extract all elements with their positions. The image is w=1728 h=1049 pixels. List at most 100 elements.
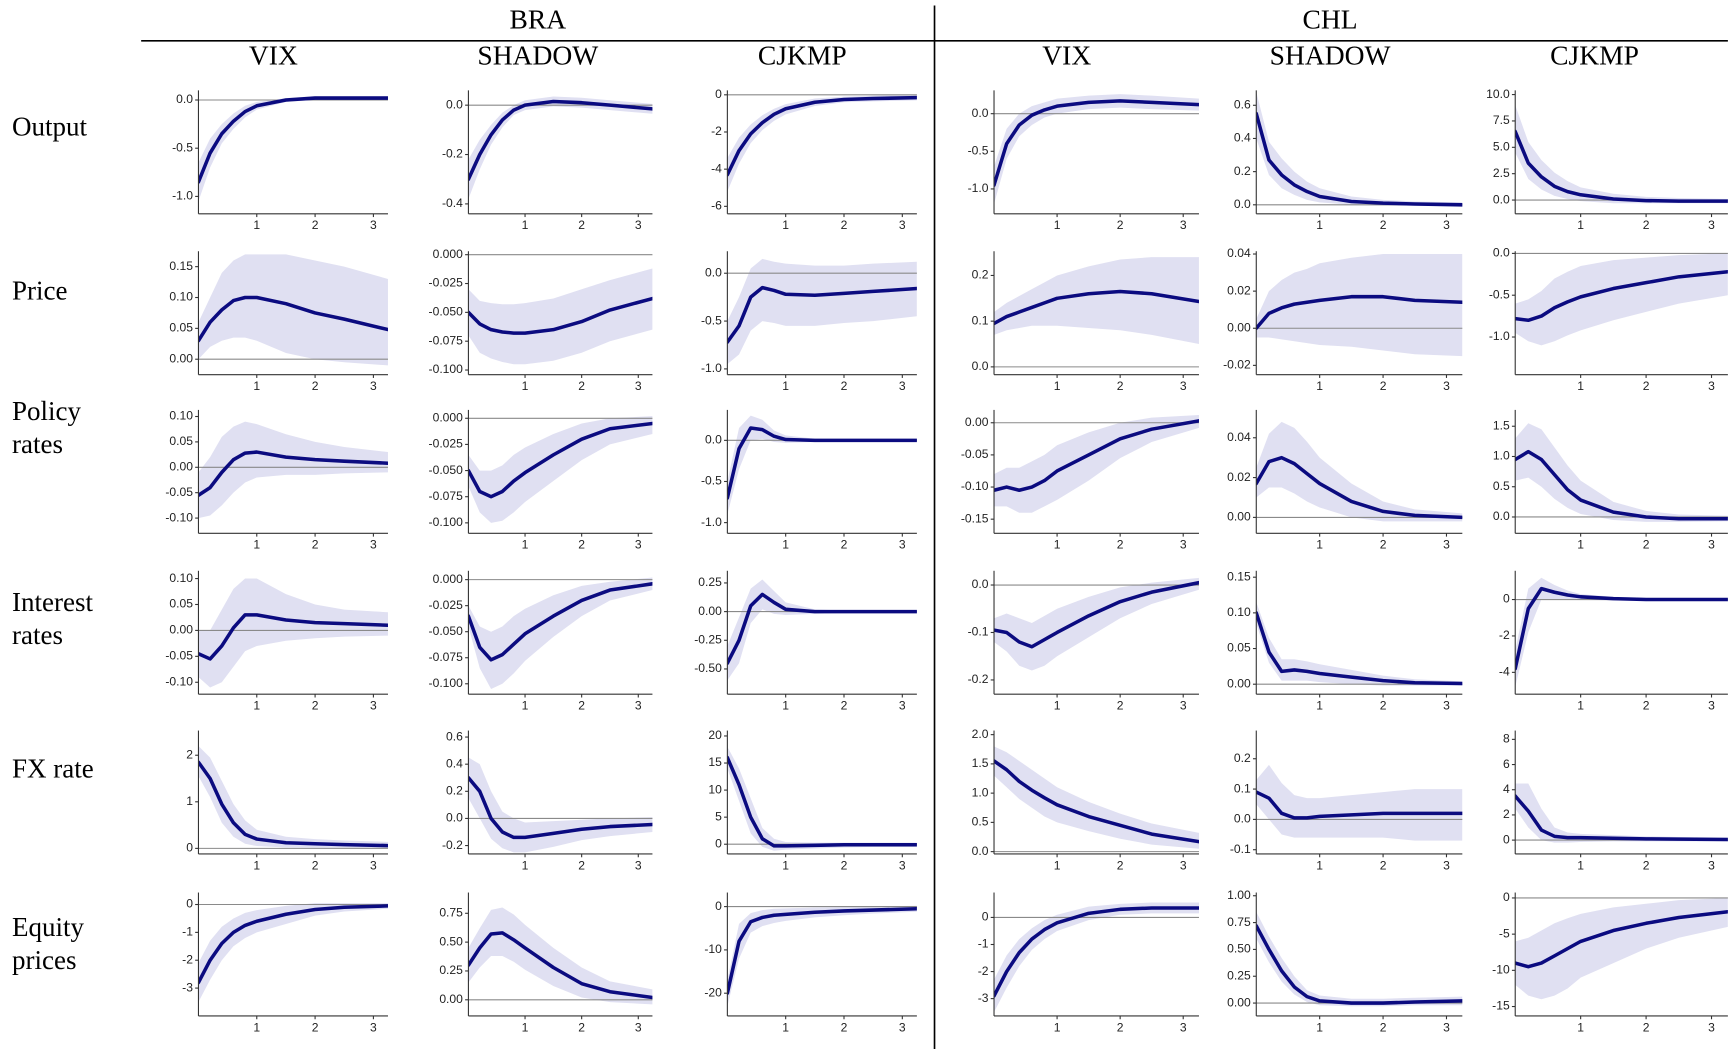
y-tick-label: 1.5	[1493, 418, 1510, 432]
y-tick-label: 0.0	[972, 359, 989, 373]
y-tick-label: 0.15	[1227, 569, 1251, 583]
x-tick-label: 3	[370, 1020, 377, 1034]
panel: 0.000 -0.025 -0.050 -0.075 -0.100 1 2 3	[429, 570, 653, 713]
irf-line	[468, 421, 653, 499]
x-tick-label: 1	[1577, 699, 1584, 713]
confidence-band	[198, 578, 388, 688]
x-tick-label: 2	[1117, 218, 1124, 232]
x-tick-label: 3	[635, 1020, 642, 1034]
panel: 0 -2 -4 -6 1 2 3	[711, 87, 917, 232]
shock-label: CJKMP	[1550, 40, 1639, 71]
y-tick-label: 0.0	[705, 265, 722, 279]
y-tick-label: 0.0	[1493, 509, 1510, 523]
y-tick-label: 0.50	[1227, 942, 1251, 956]
x-tick-label: 2	[1643, 1020, 1650, 1034]
x-tick-label: 3	[1708, 379, 1715, 393]
y-tick-label: -0.25	[694, 632, 722, 646]
y-tick-label: -1	[182, 925, 193, 939]
panel: 8 6 4 2 0 1 2 3	[1503, 730, 1728, 872]
y-tick-label: 0.5	[972, 815, 989, 829]
y-tick-label: 0.04	[1227, 430, 1251, 444]
y-tick-label: -2	[711, 124, 722, 138]
y-tick-label: -1.0	[968, 181, 989, 195]
y-tick-label: -1.0	[1489, 329, 1510, 343]
y-tick-label: -1	[978, 937, 989, 951]
irf-line	[468, 931, 653, 1000]
y-tick-label: 2.0	[972, 727, 989, 741]
x-tick-label: 2	[1117, 538, 1124, 552]
x-tick-label: 1	[253, 699, 260, 713]
confidence-band	[1515, 105, 1728, 204]
y-tick-label: -0.025	[429, 598, 464, 612]
irf-line	[1256, 294, 1463, 331]
confidence-band	[468, 96, 653, 199]
x-tick-label: 3	[370, 379, 377, 393]
irf-line	[198, 96, 388, 184]
y-tick-label: -0.1	[1230, 842, 1251, 856]
panel: 0.25 0.00 -0.25 -0.50 1 2 3	[694, 570, 917, 713]
y-tick-label: -0.05	[165, 485, 193, 499]
y-tick-label: -0.100	[429, 362, 464, 376]
y-tick-label: 2	[1503, 807, 1510, 821]
y-tick-label: 0	[982, 910, 989, 924]
y-tick-label: 0.000	[433, 572, 464, 586]
x-tick-label: 1	[1054, 538, 1061, 552]
irf-line	[468, 296, 653, 335]
x-tick-label: 3	[635, 699, 642, 713]
y-tick-label: 4	[1503, 782, 1510, 796]
x-tick-label: 2	[1380, 538, 1387, 552]
y-tick-label: 7.5	[1493, 113, 1510, 127]
irf-line	[994, 289, 1199, 326]
y-tick-label: -0.050	[429, 305, 464, 319]
panel: 0.00 -0.05 -0.10 -0.15 1 2 3	[961, 409, 1199, 552]
confidence-band	[1515, 897, 1728, 1000]
y-tick-label: 0.75	[439, 905, 463, 919]
irf-line	[1256, 611, 1463, 686]
y-tick-label: 0.0	[972, 106, 989, 120]
panel: 1.00 0.75 0.50 0.25 0.00 1 2 3	[1227, 888, 1463, 1034]
shock-label: VIX	[249, 40, 298, 71]
y-tick-label: -0.2	[968, 672, 989, 686]
x-tick-label: 1	[782, 379, 789, 393]
y-tick-label: -0.5	[1489, 287, 1510, 301]
panel: 0.0 0.2 0.4 0.6 1 2 3	[1234, 90, 1463, 232]
x-tick-label: 2	[1380, 1020, 1387, 1034]
y-tick-label: 0.10	[1227, 605, 1251, 619]
y-tick-label: 0.25	[1227, 968, 1251, 982]
y-tick-label: 0.00	[439, 992, 463, 1006]
x-tick-label: 3	[899, 699, 906, 713]
irf-line	[994, 906, 1199, 998]
x-tick-label: 3	[1443, 218, 1450, 232]
panel: 0.75 0.50 0.25 0.00 1 2 3	[439, 892, 653, 1034]
y-tick-label: 0.2	[972, 268, 989, 282]
x-tick-label: 1	[253, 379, 260, 393]
confidence-band	[468, 907, 653, 1005]
y-tick-label: 5.0	[1493, 140, 1510, 154]
x-tick-label: 1	[1054, 379, 1061, 393]
irf-line	[994, 580, 1199, 649]
x-tick-label: 3	[899, 538, 906, 552]
x-tick-label: 1	[522, 699, 529, 713]
y-tick-label: 0.1	[1234, 781, 1251, 795]
y-tick-label: 1.0	[1493, 449, 1510, 463]
irf-line	[994, 419, 1199, 493]
x-tick-label: 3	[370, 858, 377, 872]
x-tick-label: 2	[1117, 858, 1124, 872]
panel: 0.0 -0.5 -1.0 1 2 3	[701, 251, 917, 393]
irf-line	[198, 450, 388, 497]
y-tick-label: 1.00	[1227, 888, 1251, 902]
y-tick-label: 0.4	[446, 756, 463, 770]
confidence-band	[727, 746, 917, 851]
y-tick-label: 6	[1503, 757, 1510, 771]
x-tick-label: 1	[522, 858, 529, 872]
x-tick-label: 2	[578, 218, 585, 232]
y-tick-label: 0.10	[169, 409, 193, 423]
y-tick-label: 0.000	[433, 410, 464, 424]
y-tick-label: -0.050	[429, 463, 464, 477]
y-tick-label: 0.2	[1234, 751, 1251, 765]
x-tick-label: 1	[1577, 1020, 1584, 1034]
panel: 2 1 0 1 2 3	[186, 730, 388, 872]
y-tick-label: 0.0	[972, 844, 989, 858]
confidence-band	[468, 757, 653, 853]
